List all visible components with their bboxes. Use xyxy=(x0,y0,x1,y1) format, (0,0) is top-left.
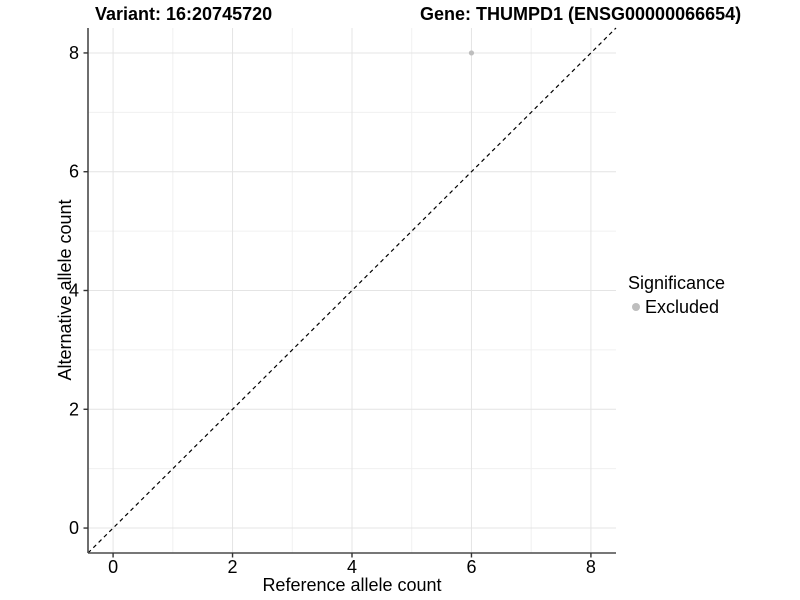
x-tick-label: 4 xyxy=(347,557,357,577)
plot-title-variant: Variant: 16:20745720 xyxy=(95,4,273,24)
x-tick-label: 6 xyxy=(466,557,476,577)
y-tick-label: 2 xyxy=(69,399,79,419)
y-axis-title: Alternative allele count xyxy=(55,199,75,381)
x-tick-label: 8 xyxy=(586,557,596,577)
x-axis-title: Reference allele count xyxy=(262,575,442,595)
legend-entry-label: Excluded xyxy=(645,297,720,317)
y-tick-label: 6 xyxy=(69,162,79,182)
x-tick-label: 2 xyxy=(228,557,238,577)
plot-title-gene: Gene: THUMPD1 (ENSG00000066654) xyxy=(420,4,742,24)
y-tick-label: 4 xyxy=(69,281,79,301)
legend-title: Significance xyxy=(628,273,726,293)
legend-entry-excluded: Excluded xyxy=(628,296,725,318)
x-tick-label: 0 xyxy=(108,557,118,577)
data-point xyxy=(468,50,475,56)
y-tick-label: 0 xyxy=(69,518,79,538)
legend: Significance Excluded xyxy=(628,272,725,318)
y-tick-label: 8 xyxy=(69,43,79,63)
legend-point-icon xyxy=(632,303,640,311)
